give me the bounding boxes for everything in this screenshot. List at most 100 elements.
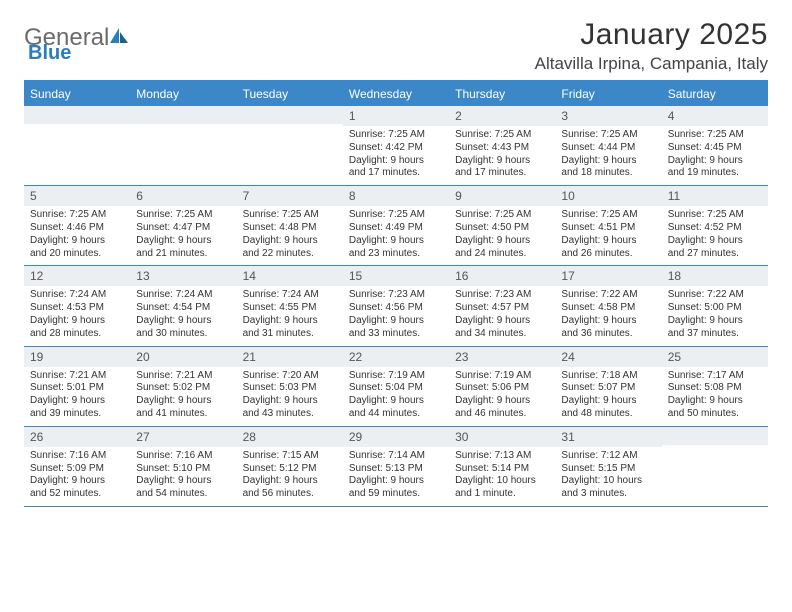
day-number: 7: [237, 186, 343, 206]
sunset-line: Sunset: 4:47 PM: [136, 222, 230, 235]
calendar-cell: 5Sunrise: 7:25 AMSunset: 4:46 PMDaylight…: [24, 186, 130, 265]
sunset-line: Sunset: 5:09 PM: [30, 463, 124, 476]
daylight-line: Daylight: 9 hours and 52 minutes.: [30, 475, 124, 501]
day-info: Sunrise: 7:13 AMSunset: 5:14 PMDaylight:…: [449, 447, 555, 506]
day-number: 18: [662, 266, 768, 286]
day-info: Sunrise: 7:20 AMSunset: 5:03 PMDaylight:…: [237, 367, 343, 426]
day-info: Sunrise: 7:25 AMSunset: 4:46 PMDaylight:…: [24, 206, 130, 265]
daylight-line: Daylight: 9 hours and 23 minutes.: [349, 235, 443, 261]
sunset-line: Sunset: 4:51 PM: [561, 222, 655, 235]
day-number: 9: [449, 186, 555, 206]
sunrise-line: Sunrise: 7:22 AM: [668, 289, 762, 302]
day-number: [662, 427, 768, 445]
calendar-cell: [662, 427, 768, 506]
day-info: Sunrise: 7:24 AMSunset: 4:53 PMDaylight:…: [24, 286, 130, 345]
calendar-cell: 11Sunrise: 7:25 AMSunset: 4:52 PMDayligh…: [662, 186, 768, 265]
month-title: January 2025: [535, 18, 768, 52]
day-info: Sunrise: 7:21 AMSunset: 5:02 PMDaylight:…: [130, 367, 236, 426]
sunrise-line: Sunrise: 7:25 AM: [243, 209, 337, 222]
day-number: 4: [662, 106, 768, 126]
sunrise-line: Sunrise: 7:21 AM: [136, 370, 230, 383]
daylight-line: Daylight: 9 hours and 34 minutes.: [455, 315, 549, 341]
calendar-cell: 17Sunrise: 7:22 AMSunset: 4:58 PMDayligh…: [555, 266, 661, 345]
calendar-cell: 30Sunrise: 7:13 AMSunset: 5:14 PMDayligh…: [449, 427, 555, 506]
calendar-cell: 6Sunrise: 7:25 AMSunset: 4:47 PMDaylight…: [130, 186, 236, 265]
sunset-line: Sunset: 5:06 PM: [455, 382, 549, 395]
day-info: Sunrise: 7:25 AMSunset: 4:52 PMDaylight:…: [662, 206, 768, 265]
day-info: Sunrise: 7:25 AMSunset: 4:45 PMDaylight:…: [662, 126, 768, 185]
sunset-line: Sunset: 4:58 PM: [561, 302, 655, 315]
calendar: Sunday Monday Tuesday Wednesday Thursday…: [24, 80, 768, 507]
day-info: Sunrise: 7:14 AMSunset: 5:13 PMDaylight:…: [343, 447, 449, 506]
sunset-line: Sunset: 5:13 PM: [349, 463, 443, 476]
day-info: [24, 124, 130, 178]
calendar-cell: 3Sunrise: 7:25 AMSunset: 4:44 PMDaylight…: [555, 106, 661, 185]
calendar-cell: [24, 106, 130, 185]
weekday-header: Saturday: [662, 82, 768, 106]
sunset-line: Sunset: 4:45 PM: [668, 142, 762, 155]
daylight-line: Daylight: 9 hours and 28 minutes.: [30, 315, 124, 341]
day-info: Sunrise: 7:25 AMSunset: 4:51 PMDaylight:…: [555, 206, 661, 265]
weekday-header: Sunday: [24, 82, 130, 106]
sunrise-line: Sunrise: 7:17 AM: [668, 370, 762, 383]
title-block: January 2025 Altavilla Irpina, Campania,…: [535, 18, 768, 74]
sunset-line: Sunset: 5:04 PM: [349, 382, 443, 395]
day-info: Sunrise: 7:18 AMSunset: 5:07 PMDaylight:…: [555, 367, 661, 426]
day-info: Sunrise: 7:25 AMSunset: 4:49 PMDaylight:…: [343, 206, 449, 265]
calendar-cell: 22Sunrise: 7:19 AMSunset: 5:04 PMDayligh…: [343, 347, 449, 426]
daylight-line: Daylight: 9 hours and 27 minutes.: [668, 235, 762, 261]
sunset-line: Sunset: 5:00 PM: [668, 302, 762, 315]
calendar-week: 12Sunrise: 7:24 AMSunset: 4:53 PMDayligh…: [24, 266, 768, 346]
day-number: [237, 106, 343, 124]
calendar-cell: 4Sunrise: 7:25 AMSunset: 4:45 PMDaylight…: [662, 106, 768, 185]
logo-text-2: Blue: [28, 42, 71, 65]
day-number: 13: [130, 266, 236, 286]
day-number: 12: [24, 266, 130, 286]
calendar-cell: 1Sunrise: 7:25 AMSunset: 4:42 PMDaylight…: [343, 106, 449, 185]
calendar-week: 19Sunrise: 7:21 AMSunset: 5:01 PMDayligh…: [24, 347, 768, 427]
calendar-cell: [130, 106, 236, 185]
sunrise-line: Sunrise: 7:25 AM: [349, 129, 443, 142]
daylight-line: Daylight: 9 hours and 30 minutes.: [136, 315, 230, 341]
daylight-line: Daylight: 9 hours and 39 minutes.: [30, 395, 124, 421]
sunrise-line: Sunrise: 7:25 AM: [561, 129, 655, 142]
calendar-cell: [237, 106, 343, 185]
daylight-line: Daylight: 9 hours and 46 minutes.: [455, 395, 549, 421]
sunrise-line: Sunrise: 7:19 AM: [455, 370, 549, 383]
sunrise-line: Sunrise: 7:25 AM: [455, 129, 549, 142]
calendar-cell: 7Sunrise: 7:25 AMSunset: 4:48 PMDaylight…: [237, 186, 343, 265]
calendar-week: 5Sunrise: 7:25 AMSunset: 4:46 PMDaylight…: [24, 186, 768, 266]
day-number: 26: [24, 427, 130, 447]
day-number: 25: [662, 347, 768, 367]
sunrise-line: Sunrise: 7:25 AM: [136, 209, 230, 222]
sunrise-line: Sunrise: 7:22 AM: [561, 289, 655, 302]
sunrise-line: Sunrise: 7:16 AM: [136, 450, 230, 463]
calendar-cell: 15Sunrise: 7:23 AMSunset: 4:56 PMDayligh…: [343, 266, 449, 345]
sunrise-line: Sunrise: 7:24 AM: [243, 289, 337, 302]
calendar-cell: 9Sunrise: 7:25 AMSunset: 4:50 PMDaylight…: [449, 186, 555, 265]
day-number: 24: [555, 347, 661, 367]
daylight-line: Daylight: 9 hours and 20 minutes.: [30, 235, 124, 261]
sunrise-line: Sunrise: 7:18 AM: [561, 370, 655, 383]
day-info: Sunrise: 7:25 AMSunset: 4:44 PMDaylight:…: [555, 126, 661, 185]
day-info: Sunrise: 7:24 AMSunset: 4:55 PMDaylight:…: [237, 286, 343, 345]
sunset-line: Sunset: 5:02 PM: [136, 382, 230, 395]
calendar-cell: 8Sunrise: 7:25 AMSunset: 4:49 PMDaylight…: [343, 186, 449, 265]
daylight-line: Daylight: 10 hours and 1 minute.: [455, 475, 549, 501]
daylight-line: Daylight: 9 hours and 18 minutes.: [561, 155, 655, 181]
sunrise-line: Sunrise: 7:24 AM: [30, 289, 124, 302]
day-number: 16: [449, 266, 555, 286]
day-number: 2: [449, 106, 555, 126]
sunrise-line: Sunrise: 7:25 AM: [349, 209, 443, 222]
weekday-header: Friday: [555, 82, 661, 106]
day-number: 19: [24, 347, 130, 367]
sunrise-line: Sunrise: 7:21 AM: [30, 370, 124, 383]
day-number: 21: [237, 347, 343, 367]
sunset-line: Sunset: 4:52 PM: [668, 222, 762, 235]
day-number: 20: [130, 347, 236, 367]
day-info: Sunrise: 7:25 AMSunset: 4:48 PMDaylight:…: [237, 206, 343, 265]
day-info: Sunrise: 7:16 AMSunset: 5:10 PMDaylight:…: [130, 447, 236, 506]
calendar-cell: 24Sunrise: 7:18 AMSunset: 5:07 PMDayligh…: [555, 347, 661, 426]
day-number: [130, 106, 236, 124]
day-number: 5: [24, 186, 130, 206]
